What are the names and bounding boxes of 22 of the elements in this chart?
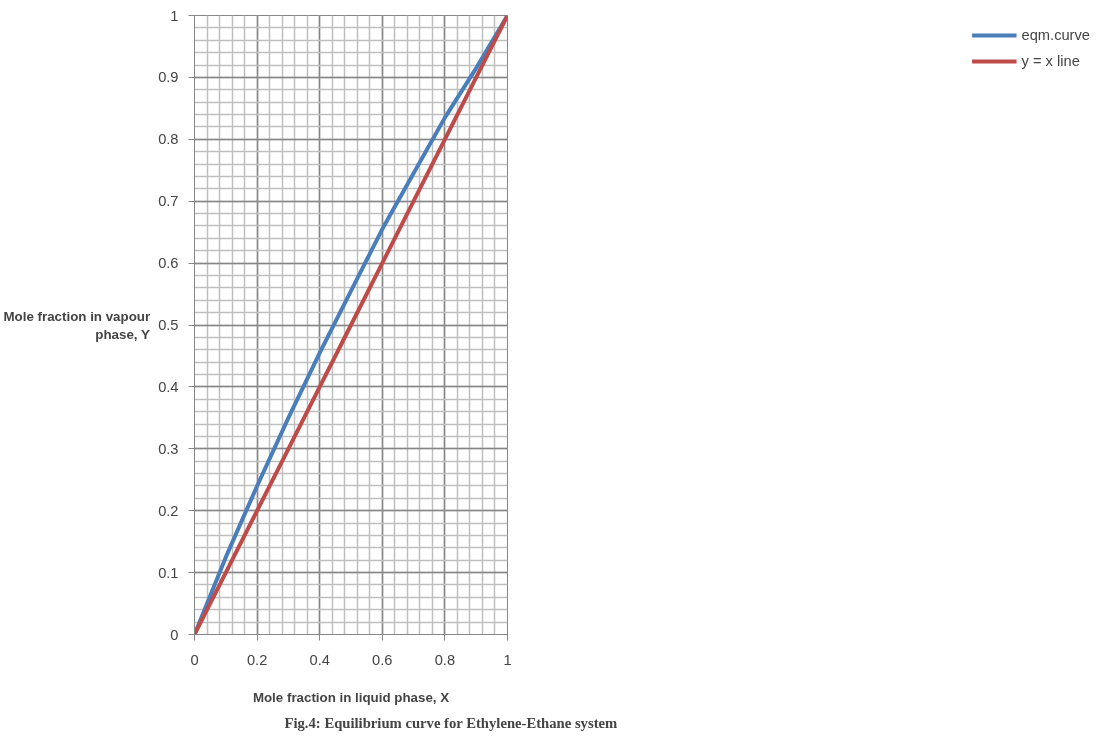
y-tick-label: 1 — [170, 7, 179, 24]
x-tick-label: 0.6 — [372, 651, 393, 668]
x-tick-label: 0 — [190, 651, 199, 668]
y-tick-label: 0.9 — [158, 69, 179, 86]
y-tick-label: 0 — [170, 626, 179, 643]
y-tick-label: 0.1 — [158, 564, 179, 581]
y-tick-label: 0.6 — [158, 255, 179, 272]
y-tick-label: 0.8 — [158, 131, 179, 148]
x-tick-label: 0.2 — [246, 651, 268, 668]
legend-label: eqm.curve — [1021, 27, 1090, 43]
legend-label: y = x line — [1021, 53, 1080, 69]
y-tick-label: 0.3 — [158, 440, 179, 457]
y-tick-label: 0.4 — [158, 378, 179, 395]
x-tick-label: 0.4 — [309, 651, 330, 668]
caption: Fig.4: Equilibrium curve for Ethylene-Ethane system — [284, 714, 618, 731]
y-tick-label: 0.2 — [158, 502, 179, 519]
x-axis-title: Mole fraction in liquid phase, X — [252, 689, 450, 705]
x-tick-label: 0.8 — [434, 651, 456, 668]
y-tick-label: 0.5 — [158, 317, 179, 333]
y-axis-title: Mole fraction in vapour phase, Y — [3, 308, 151, 342]
x-tick-label: 1 — [503, 651, 512, 668]
y-tick-label: 0.7 — [158, 193, 179, 210]
